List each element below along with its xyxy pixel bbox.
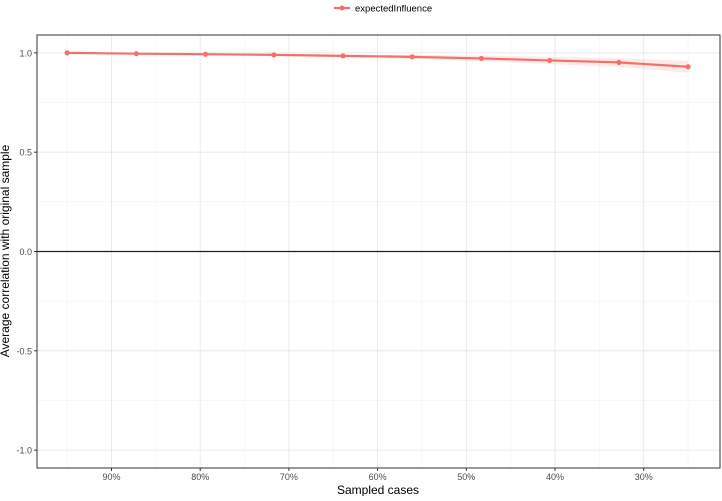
x-axis-title: Sampled cases bbox=[337, 483, 419, 496]
series-points bbox=[64, 50, 691, 70]
legend-label: expectedInfluence bbox=[355, 4, 432, 15]
y-tick-label: -1.0 bbox=[16, 446, 32, 456]
data-point bbox=[202, 51, 209, 57]
legend: expectedInfluence bbox=[334, 4, 432, 15]
data-point bbox=[616, 59, 622, 66]
series-line-expectedInfluence bbox=[67, 51, 689, 68]
y-tick-label: 1.0 bbox=[19, 48, 32, 58]
data-point bbox=[685, 64, 691, 70]
y-axis: 1.0 0.5 0.0 -0.5 -1.0 bbox=[16, 48, 37, 456]
x-tick-label: 80% bbox=[191, 472, 209, 482]
data-point bbox=[340, 53, 346, 59]
confidence-ribbon bbox=[67, 52, 689, 73]
x-tick-label: 50% bbox=[457, 472, 475, 482]
data-point bbox=[409, 54, 415, 60]
data-point bbox=[64, 50, 70, 56]
x-tick-label: 40% bbox=[546, 472, 564, 482]
y-tick-label: 0.5 bbox=[19, 148, 32, 158]
x-axis: 90% 80% 70% 60% 50% 40% 30% bbox=[103, 468, 653, 482]
y-axis-title: Average correlation with original sample bbox=[0, 144, 12, 357]
y-tick-label: 0.0 bbox=[19, 247, 32, 257]
legend-key-point bbox=[339, 5, 345, 11]
data-point bbox=[547, 57, 553, 64]
data-point bbox=[478, 55, 484, 62]
x-tick-label: 60% bbox=[369, 472, 387, 482]
x-tick-label: 70% bbox=[280, 472, 298, 482]
y-tick-label: -0.5 bbox=[16, 346, 32, 356]
data-point bbox=[133, 51, 139, 57]
x-tick-label: 90% bbox=[103, 472, 121, 482]
data-point bbox=[271, 52, 277, 58]
x-tick-label: 30% bbox=[635, 472, 653, 482]
